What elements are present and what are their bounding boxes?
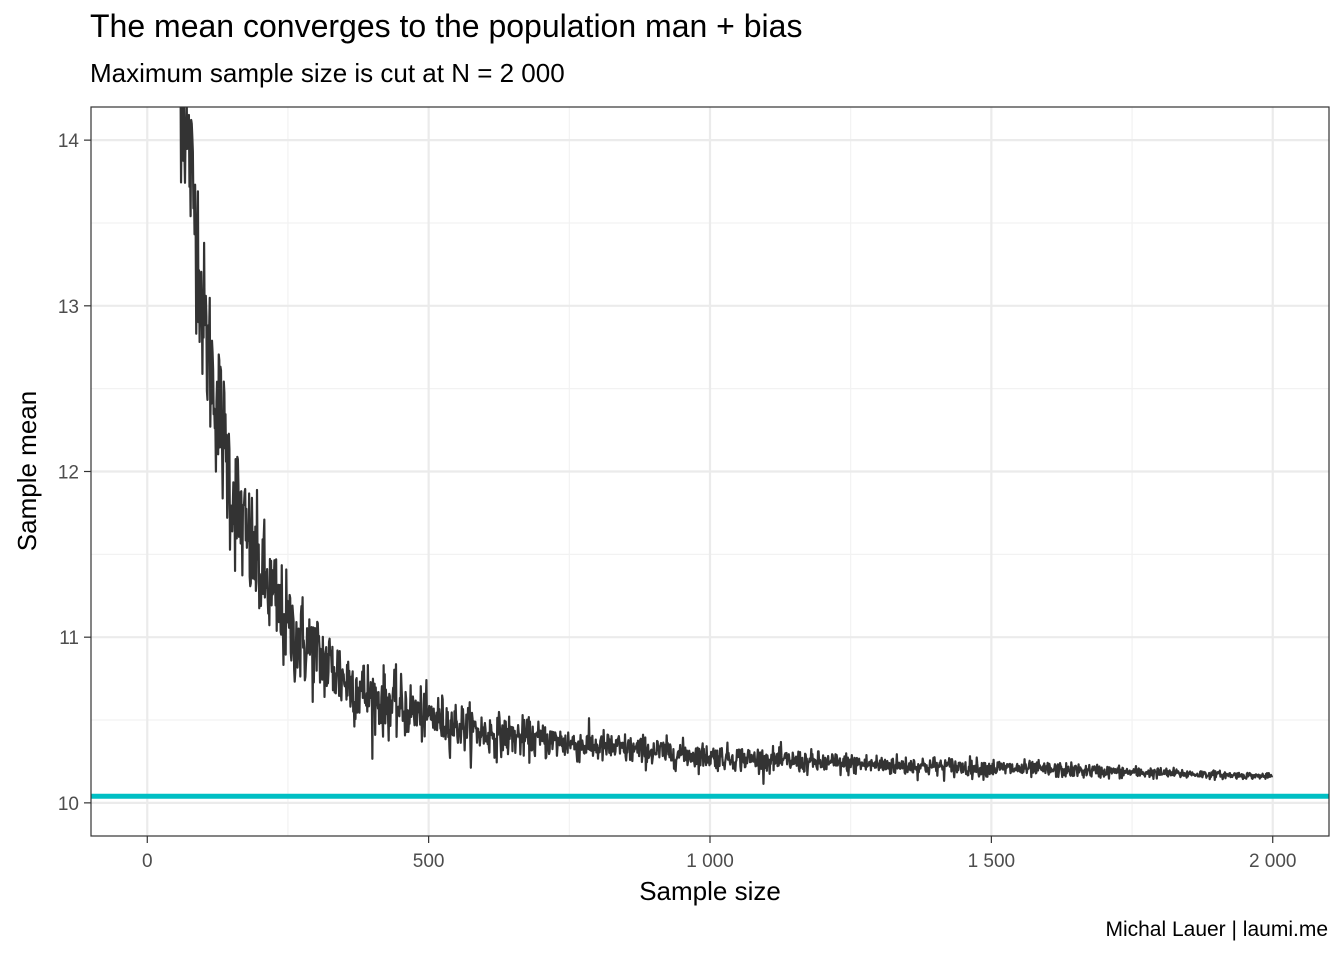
x-tick-label: 0 (142, 851, 153, 872)
y-tick-label: 13 (58, 297, 79, 318)
chart-title: The mean converges to the population man… (90, 8, 803, 44)
y-tick-label: 10 (58, 794, 79, 815)
chart-caption: Michal Lauer | laumi.me (1105, 918, 1328, 941)
x-tick-label: 1 500 (968, 851, 1016, 872)
x-axis: 0 500 1 000 1 500 2 000 (142, 836, 1297, 872)
major-gridlines (91, 107, 1329, 836)
y-tick-label: 14 (58, 131, 80, 152)
sample-mean-series-line (179, 107, 1274, 785)
x-tick-label: 2 000 (1249, 851, 1297, 872)
y-tick-label: 12 (58, 463, 79, 484)
y-tick-label: 11 (59, 628, 79, 649)
x-axis-title: Sample size (639, 876, 781, 906)
y-axis: 10 11 12 13 14 (58, 131, 91, 815)
x-tick-label: 1 000 (686, 851, 734, 872)
chart-subtitle: Maximum sample size is cut at N = 2 000 (90, 58, 565, 88)
y-axis-title: Sample mean (12, 391, 42, 551)
x-tick-label: 500 (413, 851, 445, 872)
